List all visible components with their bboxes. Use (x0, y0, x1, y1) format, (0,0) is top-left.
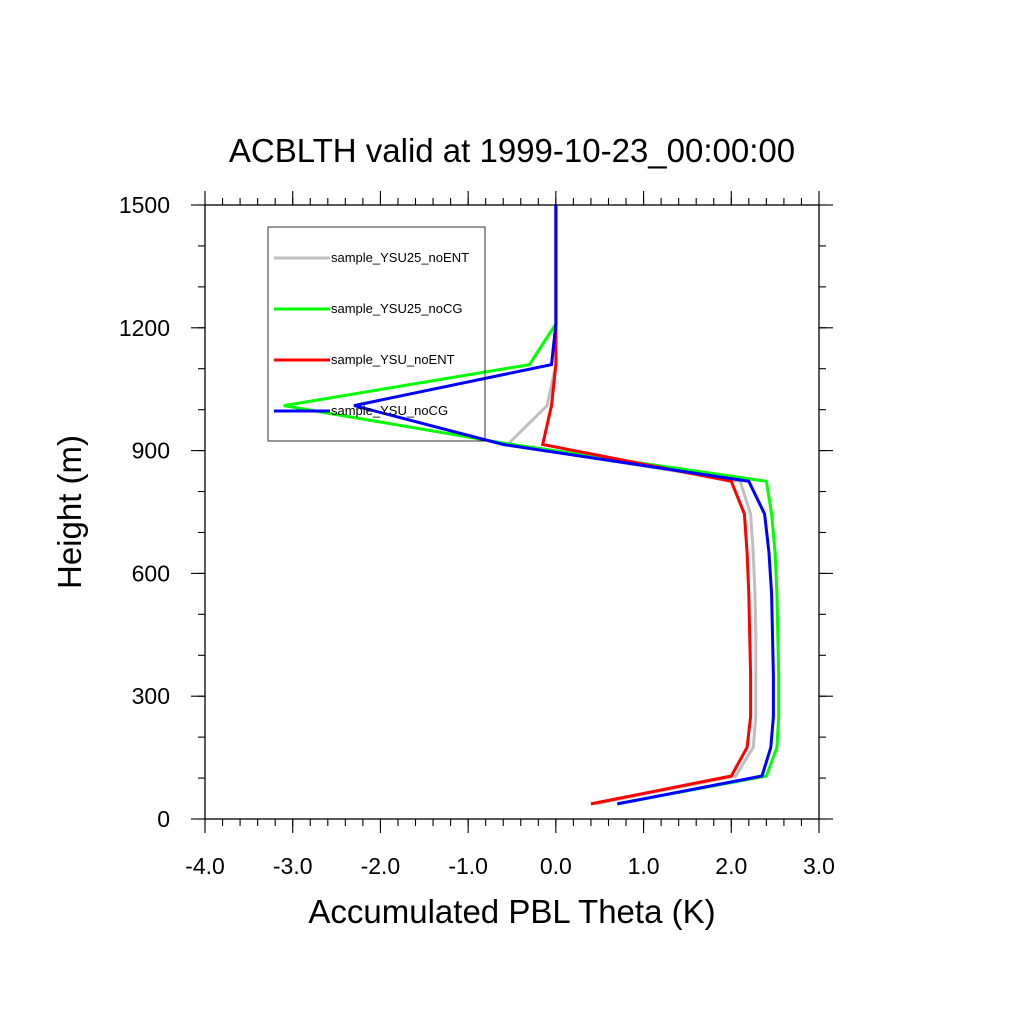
series-line-0 (504, 205, 758, 806)
x-tick-label: 3.0 (803, 853, 835, 879)
x-tick-label: -3.0 (273, 853, 313, 879)
plot-frame (204, 204, 820, 820)
legend-frame (267, 226, 486, 442)
legend-entries: sample_YSU25_noENT sample_YSU25_noCGsampl… (274, 250, 469, 418)
legend-label-3: sample_YSU_noCG (331, 403, 448, 418)
y-tick-label: 300 (132, 683, 170, 709)
y-tick-label: 1500 (119, 192, 170, 218)
x-tick-label: 1.0 (628, 853, 660, 879)
series-line-2 (540, 205, 753, 806)
plot-area: -4.0 -3.0 -2.0 -1.0 0.0 1.0 2.0 3.0 0 300 600 900 12… (119, 191, 835, 879)
y-axis-label: Height (m) (51, 435, 88, 589)
chart-title: ACBLTH valid at 1999-10-23_00:00:00 (229, 132, 795, 169)
series-line-1 (283, 205, 781, 806)
x-axis-label: Accumulated PBL Theta (K) (308, 893, 715, 930)
x-tick-label: -2.0 (361, 853, 401, 879)
series-line-3 (353, 205, 775, 806)
y-tick-label: 0 (157, 806, 170, 832)
y-tick-label: 600 (132, 560, 170, 586)
x-tick-label: 2.0 (715, 853, 747, 879)
y-tick-label: 1200 (119, 315, 170, 341)
x-tick-label: -4.0 (185, 853, 225, 879)
x-tick-label: -1.0 (448, 853, 488, 879)
x-tick-label: 0.0 (540, 853, 572, 879)
tick-layer: -4.0 -3.0 -2.0 -1.0 0.0 1.0 2.0 3.0 0 300 600 900 12… (119, 191, 835, 879)
legend-label-0: sample_YSU25_noENT (331, 250, 469, 265)
legend-label-2: sample_YSU_noENT (331, 352, 455, 367)
y-tick-label: 900 (132, 438, 170, 464)
legend-label-1: sample_YSU25_noCG (331, 301, 463, 316)
series-layer (283, 205, 781, 806)
legend: sample_YSU25_noENT sample_YSU25_noCGsampl… (267, 226, 486, 442)
